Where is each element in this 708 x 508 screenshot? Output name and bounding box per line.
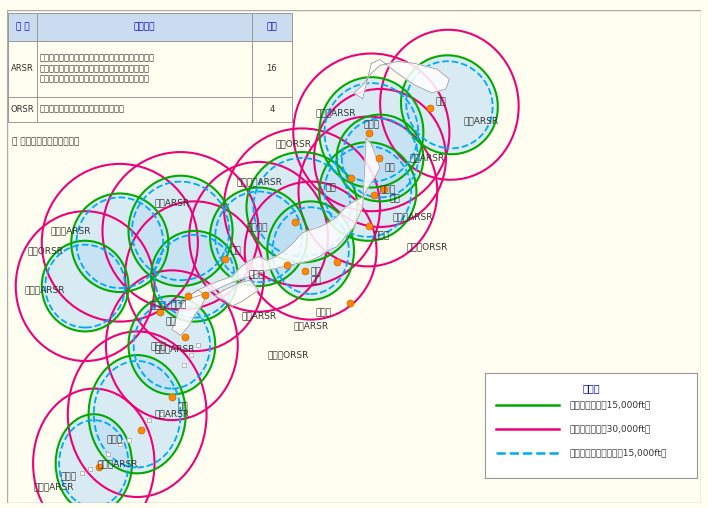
- Text: 山田: 山田: [389, 195, 400, 204]
- Text: 加世田: 加世田: [150, 343, 166, 352]
- Bar: [37, 41, 252, 97]
- Ellipse shape: [56, 414, 132, 508]
- Bar: [8, 41, 37, 97]
- Polygon shape: [215, 280, 258, 306]
- Polygon shape: [181, 138, 380, 302]
- Text: 三郡山ARSR: 三郡山ARSR: [50, 227, 91, 235]
- Text: 三河ARSR: 三河ARSR: [241, 311, 276, 320]
- Text: ARSR: ARSR: [11, 64, 34, 73]
- Text: 八戸ARSR: 八戸ARSR: [409, 153, 445, 163]
- Text: 宮古島: 宮古島: [60, 473, 76, 482]
- Ellipse shape: [42, 241, 129, 331]
- Ellipse shape: [210, 187, 307, 286]
- Ellipse shape: [401, 55, 498, 154]
- Text: レーダー覆域（15,000ft）: レーダー覆域（15,000ft）: [570, 400, 651, 409]
- Text: 上品山ARSR: 上品山ARSR: [392, 213, 433, 221]
- Text: 八重岳ARSR: 八重岳ARSR: [97, 459, 138, 468]
- Ellipse shape: [129, 296, 215, 395]
- Text: 男鹿ORSR: 男鹿ORSR: [276, 140, 312, 149]
- Text: 今の山ARSR: 今の山ARSR: [154, 345, 195, 354]
- Text: 宮古島ARSR: 宮古島ARSR: [33, 483, 74, 492]
- Text: 横津岳ARSR: 横津岳ARSR: [316, 108, 356, 117]
- Text: 八丈島: 八丈島: [316, 309, 331, 318]
- Text: 上品山: 上品山: [379, 185, 396, 194]
- Ellipse shape: [319, 77, 423, 187]
- Ellipse shape: [129, 176, 233, 286]
- Ellipse shape: [337, 115, 423, 201]
- Ellipse shape: [88, 355, 185, 473]
- Bar: [252, 13, 292, 41]
- Text: ORSR: ORSR: [11, 105, 35, 114]
- Text: 箱根ARSR: 箱根ARSR: [293, 321, 329, 330]
- Bar: [8, 97, 37, 122]
- Bar: [252, 41, 292, 97]
- Text: 三国山: 三国山: [249, 270, 265, 279]
- Bar: [252, 97, 292, 122]
- Text: 八丈島ORSR: 八丈島ORSR: [268, 351, 309, 360]
- Text: いわきORSR: いわきORSR: [406, 242, 447, 251]
- Text: 奄美ARSR: 奄美ARSR: [154, 410, 190, 419]
- Text: 数量: 数量: [266, 22, 278, 31]
- Ellipse shape: [268, 201, 354, 300]
- Ellipse shape: [319, 142, 416, 241]
- Text: 三郡山: 三郡山: [149, 302, 166, 311]
- Text: 加世田ARSR: 加世田ARSR: [25, 285, 65, 295]
- Text: レーダー覆域（30,000ft）: レーダー覆域（30,000ft）: [570, 424, 651, 433]
- Text: 釧路ARSR: 釧路ARSR: [463, 116, 498, 125]
- Text: 横津岳: 横津岳: [364, 120, 380, 130]
- Ellipse shape: [246, 152, 358, 263]
- Ellipse shape: [151, 231, 238, 322]
- Text: 二重化レーダー覆域（15,000ft）: 二重化レーダー覆域（15,000ft）: [570, 448, 668, 457]
- Text: 箱根: 箱根: [311, 267, 321, 276]
- Bar: [37, 13, 252, 41]
- Text: 置　　所: 置 所: [134, 22, 155, 31]
- Text: 男鹿，【いわき】，【八丈島】，福江: 男鹿，【いわき】，【八丈島】，福江: [40, 105, 125, 114]
- Text: 福江: 福江: [166, 317, 176, 326]
- Text: 三河: 三河: [310, 277, 321, 285]
- Text: 釧路，横津岳，【八戸】，【上品山】，小木の城，
【山田】，箱根，三河，【三国山】，平田，今の
山，三郡山，【加世田】，奄美，八重岳，宮古島: 釧路，横津岳，【八戸】，【上品山】，小木の城， 【山田】，箱根，三河，【三国山】…: [40, 54, 154, 83]
- Bar: [8, 13, 37, 41]
- Text: 釧路: 釧路: [435, 98, 446, 107]
- Ellipse shape: [72, 194, 169, 292]
- Text: 平田ARSR: 平田ARSR: [154, 199, 190, 208]
- Polygon shape: [354, 59, 450, 99]
- Text: 八重岳: 八重岳: [106, 436, 122, 444]
- Text: 奄美: 奄美: [177, 402, 188, 411]
- Text: 八戸: 八戸: [384, 164, 396, 172]
- Text: 16: 16: [266, 64, 278, 73]
- Text: 小木の城ARSR: 小木の城ARSR: [236, 177, 282, 186]
- Text: いわき: いわき: [374, 231, 390, 240]
- Text: 今の山: 今の山: [171, 300, 187, 309]
- Text: 男鹿: 男鹿: [326, 183, 336, 193]
- Text: 小木の城: 小木の城: [247, 224, 268, 233]
- Polygon shape: [172, 290, 207, 335]
- Text: 区 分: 区 分: [16, 22, 30, 31]
- Text: 福江ORSR: 福江ORSR: [28, 246, 64, 255]
- Text: 【 】内は、ＳＳＲモードＳ: 【 】内は、ＳＳＲモードＳ: [12, 138, 79, 147]
- Text: 4: 4: [269, 105, 275, 114]
- Bar: [37, 97, 252, 122]
- Text: 凡　例: 凡 例: [583, 383, 600, 393]
- Text: 平田: 平田: [231, 246, 241, 256]
